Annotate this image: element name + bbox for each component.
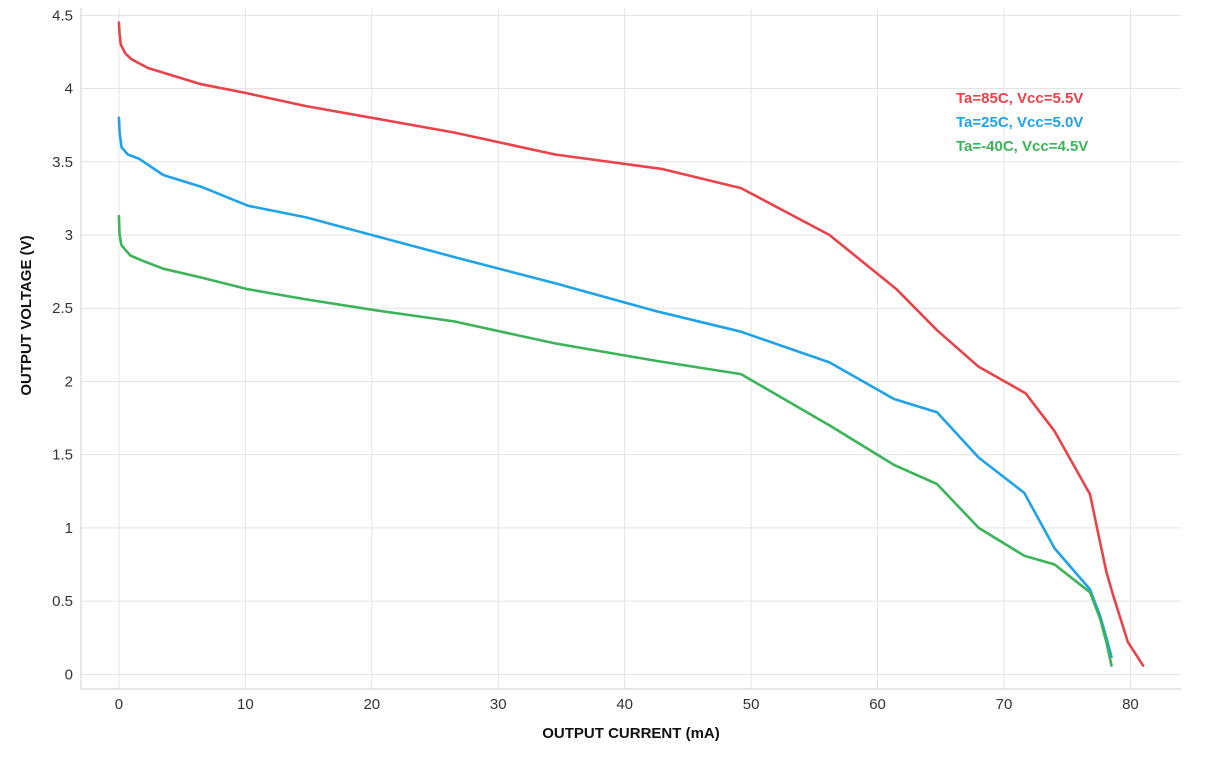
- x-tick-label: 50: [743, 696, 760, 713]
- y-axis-title: OUTPUT VOLTAGE (V): [18, 235, 35, 395]
- series-line-1: [117, 21, 1145, 667]
- y-tick-label: 0.5: [52, 593, 73, 610]
- y-tick-label: 2: [65, 373, 73, 390]
- y-tick-labels: 0 0.5 1 1.5 2 2.5 3 3.5 4 4.5: [52, 7, 73, 683]
- x-tick-label: 0: [115, 696, 123, 713]
- legend-entry-1: Ta=85C, Vcc=5.5V: [956, 90, 1083, 107]
- grid: [81, 8, 1181, 689]
- x-tick-label: 40: [616, 696, 633, 713]
- y-tick-label: 3: [65, 227, 73, 244]
- y-tick-label: 1.5: [52, 447, 73, 464]
- legend-entry-3: Ta=-40C, Vcc=4.5V: [956, 138, 1088, 155]
- legend-entry-2: Ta=25C, Vcc=5.0V: [956, 114, 1083, 131]
- x-axis-title: OUTPUT CURRENT (mA): [542, 725, 720, 742]
- y-tick-label: 1: [65, 520, 73, 537]
- x-tick-label: 80: [1122, 696, 1139, 713]
- x-tick-label: 20: [363, 696, 380, 713]
- x-tick-label: 10: [237, 696, 254, 713]
- legend: Ta=85C, Vcc=5.5V Ta=25C, Vcc=5.0V Ta=-40C,…: [956, 90, 1088, 155]
- axes: [80, 8, 1181, 690]
- series-line-3: [117, 214, 1113, 667]
- x-tick-label: 60: [869, 696, 886, 713]
- x-tick-label: 30: [490, 696, 507, 713]
- x-tick-label: 70: [996, 696, 1013, 713]
- y-tick-label: 4: [65, 81, 73, 98]
- series-line-2: [117, 116, 1113, 659]
- y-tick-label: 4.5: [52, 7, 73, 24]
- series-lines: [117, 21, 1145, 667]
- y-tick-label: 3.5: [52, 154, 73, 171]
- y-tick-label: 0: [65, 666, 73, 683]
- x-tick-labels: 0 10 20 30 40 50 60 70 80: [115, 696, 1139, 713]
- y-tick-label: 2.5: [52, 300, 73, 317]
